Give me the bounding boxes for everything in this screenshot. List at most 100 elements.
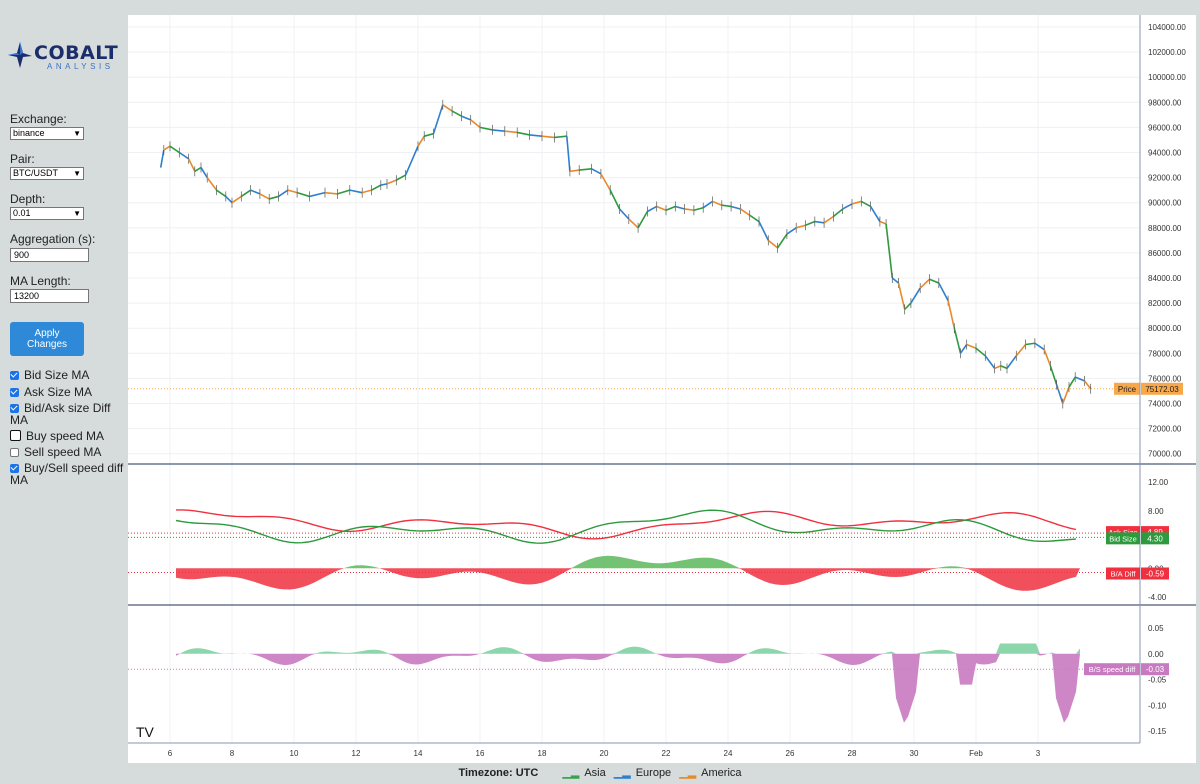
price-segment <box>656 205 667 211</box>
apply-changes-button[interactable]: Apply Changes <box>10 322 84 356</box>
exchange-select-value: binance <box>13 128 45 138</box>
price-segment <box>461 115 472 121</box>
chart-svg[interactable]: 104000.00 102000.00 100000.00 98000.00 96000… <box>128 15 1196 763</box>
x-axis-tick-label: 20 <box>600 749 609 758</box>
speed-axis-tick-label: -0.10 <box>1148 701 1167 710</box>
price-segment <box>163 145 171 151</box>
checkbox-label: Bid Size MA <box>24 368 90 382</box>
checkbox-checked-icon[interactable] <box>10 404 19 413</box>
checkbox-checked-icon[interactable] <box>10 464 19 473</box>
price-segment <box>938 282 949 301</box>
checkbox-checked-icon[interactable] <box>10 388 19 397</box>
legend-asia-icon: ▁▂ <box>562 767 580 779</box>
price-segment <box>216 189 227 198</box>
price-series <box>159 99 1092 409</box>
price-segment <box>618 208 630 220</box>
speed-axis-tick-label: 0.00 <box>1148 650 1164 659</box>
x-axis-tick-label: 22 <box>662 749 671 758</box>
price-segment <box>609 189 621 210</box>
checkbox-bid-ask-diff-ma[interactable]: Bid/Ask size Diff MA <box>10 402 110 426</box>
price-segment <box>994 365 1002 370</box>
checkbox-sell-speed-ma[interactable]: Sell speed MA <box>10 446 101 458</box>
apply-label-line2: Changes <box>26 339 68 350</box>
cobalt-logo-icon <box>8 42 32 68</box>
price-segment <box>600 173 611 191</box>
bid-size-tag-bg <box>1106 532 1140 545</box>
price-segment <box>386 179 397 185</box>
price-segment <box>665 205 676 211</box>
speed-diff-positive-area <box>176 643 1080 654</box>
exchange-select[interactable]: binance ▼ <box>10 127 84 140</box>
price-segment <box>423 132 434 137</box>
price-segment <box>702 200 713 209</box>
checkbox-unchecked-icon[interactable] <box>10 430 21 441</box>
price-segment <box>1068 376 1076 388</box>
tradingview-logo-icon: TV <box>136 724 155 740</box>
sidebar: COBALT ANALYSIS Exchange: binance ▼ Pair:… <box>0 0 125 784</box>
price-segment <box>404 145 419 176</box>
price-segment <box>904 302 912 310</box>
price-segment <box>159 149 165 168</box>
price-tag-label: Price <box>1118 385 1137 394</box>
checkbox-bid-size-ma[interactable]: Bid Size MA <box>10 369 89 381</box>
price-segment <box>554 135 567 139</box>
price-segment <box>730 205 741 210</box>
price-segment <box>637 211 649 229</box>
speed-diff-negative-area <box>176 653 1080 723</box>
price-segment <box>432 104 444 134</box>
price-segment <box>380 183 388 186</box>
checkbox-ask-size-ma[interactable]: Ask Size MA <box>10 386 92 398</box>
price-segment <box>1043 349 1052 367</box>
price-segment <box>479 126 493 131</box>
ba-diff-value-bg <box>1141 567 1169 580</box>
price-segment <box>910 287 921 304</box>
price-segment <box>984 355 996 369</box>
price-segment <box>470 119 481 129</box>
chart-area[interactable]: 104000.00 102000.00 100000.00 98000.00 96000… <box>128 15 1196 763</box>
price-segment <box>832 208 844 218</box>
price-axis-tick-label: 80000.00 <box>1148 324 1182 333</box>
aggregation-input[interactable]: 900 <box>10 248 89 262</box>
price-segment <box>309 191 326 198</box>
x-axis-tick-label: 28 <box>848 749 857 758</box>
brand-subtitle: ANALYSIS <box>47 62 114 71</box>
apply-label-line1: Apply <box>34 328 60 339</box>
checkbox-unchecked-icon[interactable] <box>10 448 19 457</box>
legend-america-label: America <box>701 767 742 779</box>
price-segment <box>569 169 580 173</box>
price-segment <box>1049 365 1058 385</box>
price-segment <box>504 130 518 134</box>
price-axis-tick-label: 102000.00 <box>1148 48 1186 57</box>
price-segment <box>1025 342 1036 346</box>
price-segment <box>767 239 779 249</box>
price-segment <box>529 134 543 137</box>
ma-length-input[interactable]: 13200 <box>10 289 89 303</box>
pair-select-value: BTC/USDT <box>13 168 58 178</box>
depth-select[interactable]: 0.01 ▼ <box>10 207 84 220</box>
speed-tag-label: B/S speed diff <box>1089 665 1136 674</box>
price-axis-tick-label: 74000.00 <box>1148 400 1182 409</box>
ba-diff-value-label: -0.59 <box>1146 569 1165 578</box>
price-segment <box>395 174 406 181</box>
checkbox-buy-speed-ma[interactable]: Buy speed MA <box>10 430 104 442</box>
checkbox-buy-sell-speed-diff-ma[interactable]: Buy/Sell speed diff MA <box>10 462 123 486</box>
price-segment <box>250 189 261 195</box>
price-axis-tick-label: 96000.00 <box>1148 123 1182 132</box>
legend-america-icon: ▁▂ <box>679 767 697 779</box>
ba-diff-tag-label: B/A Diff <box>1111 569 1137 578</box>
pair-select[interactable]: BTC/USDT ▼ <box>10 167 84 180</box>
price-segment <box>1006 355 1017 369</box>
price-segment <box>758 221 770 241</box>
checkbox-label: Sell speed MA <box>24 445 102 459</box>
price-segment <box>823 215 834 224</box>
x-axis-tick-label: 8 <box>230 749 235 758</box>
x-axis-tick-label: 18 <box>538 749 547 758</box>
x-axis-tick-label: 14 <box>414 749 423 758</box>
checkbox-checked-icon[interactable] <box>10 371 19 380</box>
price-segment <box>749 214 760 223</box>
pair-label: Pair: <box>10 152 35 166</box>
checkbox-label: Buy/Sell speed diff <box>24 461 124 475</box>
price-segment <box>278 189 289 198</box>
price-segment <box>966 343 977 350</box>
price-segment <box>206 177 218 191</box>
